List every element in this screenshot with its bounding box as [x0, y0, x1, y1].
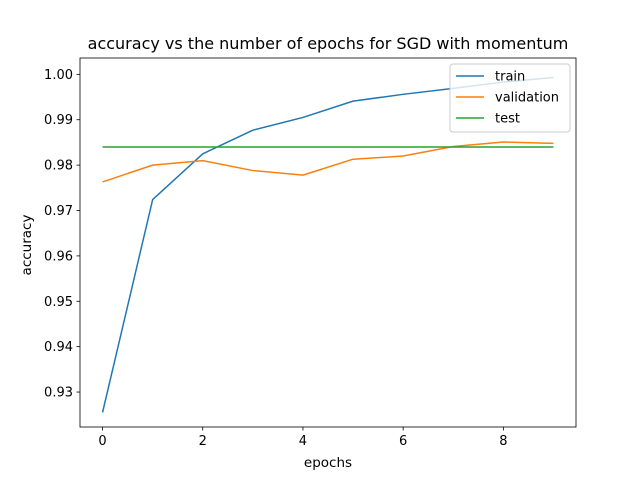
y-axis-label: accuracy: [19, 215, 35, 276]
legend-label-train: train: [495, 70, 525, 85]
y-tick-label: 0.99: [44, 113, 73, 128]
series-line-validation: [102, 141, 554, 183]
x-axis-label: epochs: [304, 455, 352, 471]
axes-frame: [79, 57, 577, 428]
y-tick-label: 0.98: [44, 159, 73, 174]
y-tick-label: 0.93: [44, 386, 73, 401]
plot-area: 0 2 4 6 8 0.93 0.94 0.95 0.96 0.97 0.98 0.99 1.00: [44, 57, 577, 449]
y-tick-label: 0.96: [44, 249, 73, 264]
legend-label-test: test: [495, 112, 520, 127]
y-tick-label: 0.97: [44, 204, 73, 219]
legend-label-validation: validation: [495, 91, 559, 106]
x-tick-label: 0: [98, 434, 106, 449]
x-tick-label: 2: [199, 434, 207, 449]
x-tick-label: 8: [499, 434, 507, 449]
y-tick-label: 0.94: [44, 340, 73, 355]
legend: train validation test: [449, 63, 571, 133]
chart-title: accuracy vs the number of epochs for SGD…: [88, 34, 569, 53]
x-tick-label: 6: [399, 434, 407, 449]
y-tick-label: 1.00: [44, 68, 73, 83]
x-tick-label: 4: [299, 434, 307, 449]
legend-box: [449, 63, 571, 133]
y-tick-label: 0.95: [44, 295, 73, 310]
